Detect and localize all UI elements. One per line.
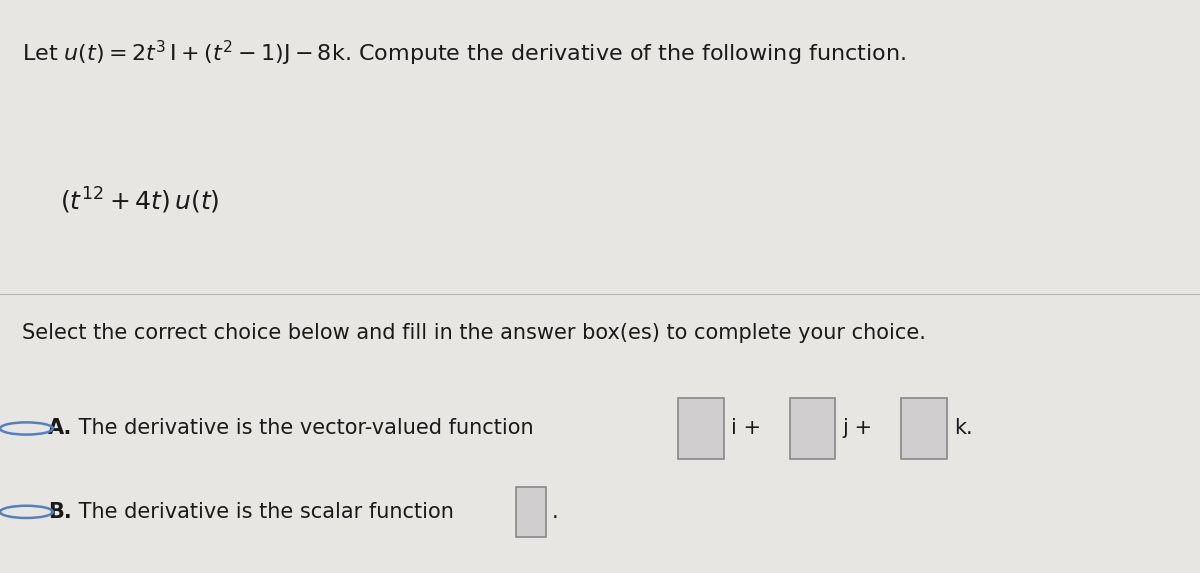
Text: i +: i + bbox=[731, 418, 761, 438]
Text: The derivative is the vector-valued function: The derivative is the vector-valued func… bbox=[72, 418, 534, 438]
Text: Let $u(t)=2t^3\,\mathrm{I}+(t^2-1)\mathrm{J}-8\mathrm{k}$. Compute the derivativ: Let $u(t)=2t^3\,\mathrm{I}+(t^2-1)\mathr… bbox=[22, 38, 906, 68]
Text: $(t^{12}+4t)\,u(t)$: $(t^{12}+4t)\,u(t)$ bbox=[60, 186, 220, 216]
Text: k.: k. bbox=[954, 418, 973, 438]
FancyBboxPatch shape bbox=[901, 398, 947, 459]
Text: j +: j + bbox=[842, 418, 872, 438]
FancyBboxPatch shape bbox=[678, 398, 724, 459]
Text: The derivative is the scalar function: The derivative is the scalar function bbox=[72, 502, 454, 522]
Text: B.: B. bbox=[48, 502, 72, 522]
Text: Select the correct choice below and fill in the answer box(es) to complete your : Select the correct choice below and fill… bbox=[22, 323, 925, 343]
Text: A.: A. bbox=[48, 418, 72, 438]
FancyBboxPatch shape bbox=[516, 487, 546, 537]
FancyBboxPatch shape bbox=[790, 398, 835, 459]
Text: .: . bbox=[552, 502, 559, 522]
